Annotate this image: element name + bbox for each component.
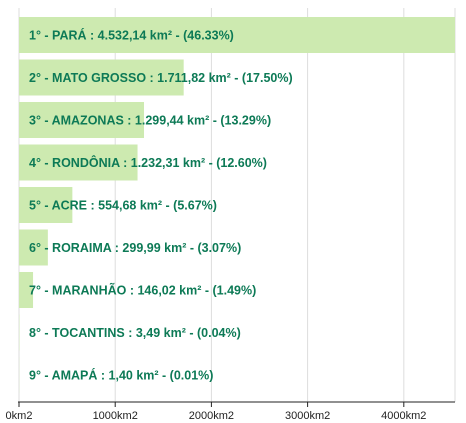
bar: [19, 272, 34, 308]
bar-label: 1° - PARÁ : 4.532,14 km² - (46.33%): [29, 28, 234, 43]
bar-label: 6° - RORAIMA : 299,99 km² - (3.07%): [29, 241, 241, 255]
bar: [19, 102, 145, 138]
bar-label: 2° - MATO GROSSO : 1.711,82 km² - (17.50…: [29, 71, 293, 85]
bars: [19, 17, 455, 393]
bar-label: 9° - AMAPÁ : 1,40 km² - (0.01%): [29, 368, 213, 383]
bar-labels: 1° - PARÁ : 4.532,14 km² - (46.33%) 2° - …: [29, 28, 293, 383]
bar-label: 7° - MARANHÃO : 146,02 km² - (1.49%): [29, 283, 256, 298]
x-axis: 0km2 1000km2 2000km2 3000km2 4000km2: [6, 401, 455, 422]
bar-label: 5° - ACRE : 554,68 km² - (5.67%): [29, 199, 217, 213]
x-tick-label: 1000km2: [93, 410, 138, 422]
x-tick-label: 2000km2: [189, 410, 234, 422]
x-tick-label: 4000km2: [381, 410, 426, 422]
x-tick-label: 3000km2: [285, 410, 330, 422]
bar: [19, 187, 73, 223]
bar: [19, 229, 48, 266]
bar-label: 8° - TOCANTINS : 3,49 km² - (0.04%): [29, 326, 241, 340]
bar: [19, 144, 138, 181]
x-tick-label: 0km2: [6, 410, 33, 422]
bar: [19, 59, 184, 96]
bar-label: 3° - AMAZONAS : 1.299,44 km² - (13.29%): [29, 114, 271, 128]
bar-label: 4° - RONDÔNIA : 1.232,31 km² - (12.60%): [29, 155, 267, 170]
bar: [19, 17, 455, 53]
